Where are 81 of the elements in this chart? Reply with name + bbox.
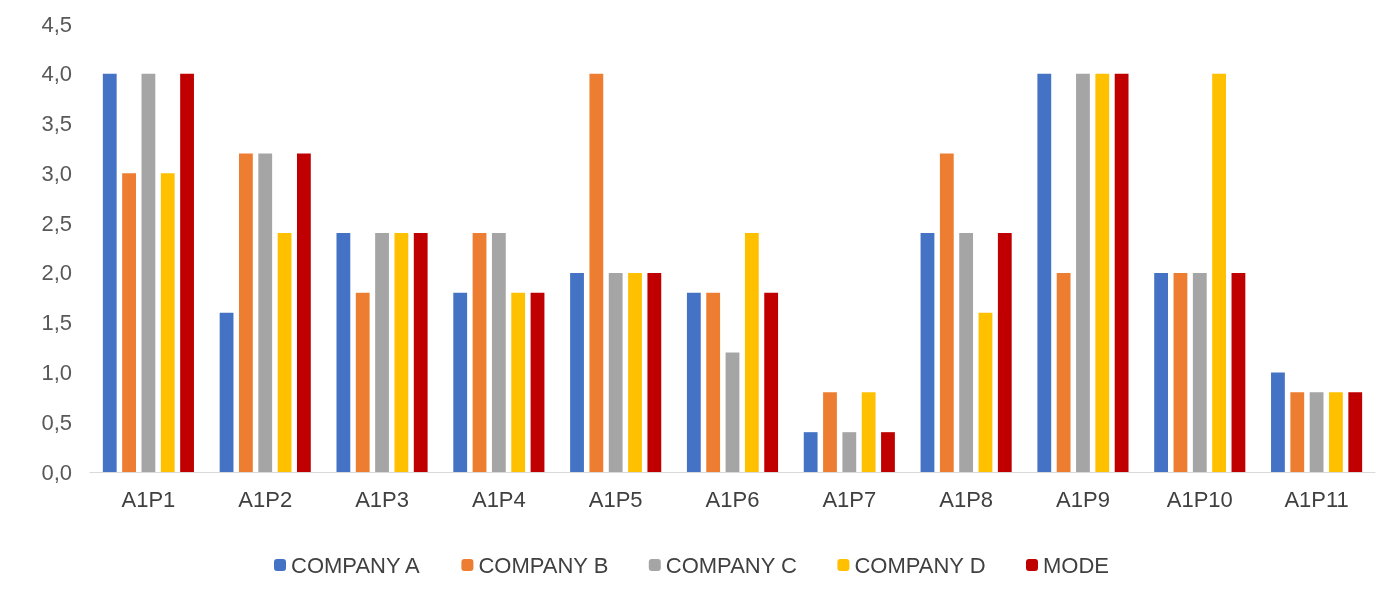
bar [375, 233, 389, 472]
bar [647, 272, 662, 472]
bar [764, 292, 779, 472]
y-tick-label: 0,5 [41, 409, 72, 435]
bar [336, 233, 351, 472]
bar [1192, 272, 1207, 472]
legend-label: COMPANY A [291, 552, 421, 578]
bar [997, 233, 1012, 472]
bar [1231, 272, 1246, 472]
y-tick-label: 4,5 [41, 11, 72, 37]
bar [1271, 372, 1285, 472]
bar [1290, 392, 1305, 472]
bar [881, 432, 895, 472]
bar [1114, 73, 1129, 472]
y-tick-label: 3,0 [41, 160, 72, 186]
bar [861, 392, 876, 472]
y-tick-label: 0,0 [41, 459, 72, 485]
bar [180, 73, 194, 472]
bar [296, 153, 311, 472]
bar [530, 292, 545, 472]
y-tick-label: 1,5 [41, 310, 72, 336]
y-tick-label: 1,0 [41, 359, 72, 385]
bar [959, 233, 974, 472]
x-tick-label: A1P1 [121, 486, 176, 512]
y-tick-label: 2,0 [41, 260, 72, 286]
legend-label: MODE [1042, 552, 1109, 578]
x-tick-label: A1P3 [355, 486, 409, 512]
bar [160, 173, 175, 472]
bar [355, 292, 370, 472]
bar [1037, 73, 1052, 472]
bar [472, 233, 487, 472]
y-tick-label: 4,0 [41, 61, 72, 87]
bar [589, 73, 604, 472]
bar [628, 272, 642, 472]
bar [1154, 272, 1169, 472]
bar [1348, 392, 1363, 472]
x-tick-label: A1P4 [471, 486, 526, 512]
bar [1056, 272, 1071, 472]
bar [258, 153, 273, 472]
bar [920, 233, 935, 472]
x-tick-label: A1P8 [939, 486, 994, 512]
bar [842, 432, 857, 472]
bar [978, 312, 993, 472]
bar [122, 173, 136, 472]
legend-label: COMPANY B [478, 552, 609, 578]
bar [823, 392, 837, 472]
bar [1309, 392, 1324, 472]
legend-label: COMPANY C [665, 552, 798, 578]
bar [686, 292, 701, 472]
bar [725, 352, 740, 472]
x-tick-label: A1P9 [1056, 486, 1110, 512]
x-tick-label: A1P5 [588, 486, 643, 512]
bar [394, 233, 409, 472]
x-tick-label: A1P7 [822, 486, 877, 512]
bar [570, 272, 584, 472]
x-tick-label: A1P11 [1284, 486, 1349, 512]
bar [491, 233, 506, 472]
bar [453, 292, 468, 472]
bar [1212, 73, 1226, 472]
bar [1076, 73, 1090, 472]
bar [1329, 392, 1343, 472]
bar [608, 272, 623, 472]
bar [239, 153, 253, 472]
bar [141, 73, 156, 472]
bar [744, 233, 759, 472]
x-tick-label: A1P10 [1166, 486, 1233, 512]
bar [1173, 272, 1188, 472]
x-tick-label: A1P2 [238, 486, 293, 512]
bar [277, 233, 292, 472]
y-tick-label: 2,5 [41, 210, 72, 236]
bar [511, 292, 526, 472]
x-tick-label: A1P6 [705, 486, 760, 512]
bar [102, 73, 117, 472]
bar [1095, 73, 1110, 472]
bar [803, 432, 818, 472]
legend-label: COMPANY D [854, 552, 986, 578]
y-tick-label: 3,5 [41, 111, 72, 137]
bar [939, 153, 954, 472]
bar [219, 312, 234, 472]
bar [413, 233, 428, 472]
bar [706, 292, 721, 472]
